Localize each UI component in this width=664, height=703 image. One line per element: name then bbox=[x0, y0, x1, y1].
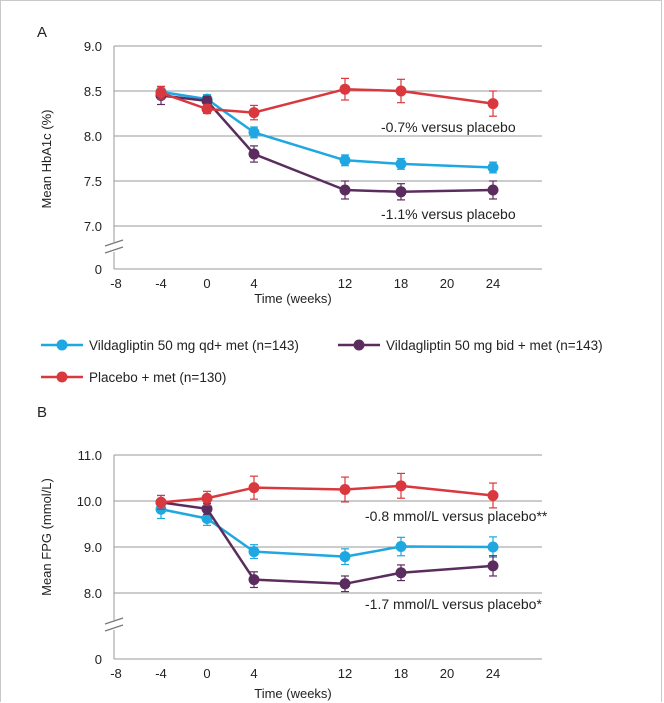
panel-b-data-point-bid bbox=[395, 567, 407, 579]
panel-b-x-tick-label: 18 bbox=[394, 666, 408, 681]
panel-b-data-point-placebo bbox=[395, 480, 407, 492]
panel-a-axis-break-mark bbox=[104, 239, 124, 247]
panel-b-data-point-bid bbox=[339, 578, 351, 590]
panel-a-x-tick-label: 20 bbox=[440, 276, 454, 291]
panel-a-data-point-placebo bbox=[395, 85, 407, 97]
panel-b-y-tick-label: 9.0 bbox=[84, 540, 102, 555]
panel-b-data-point-qd bbox=[339, 551, 351, 563]
panel-a-series-line-placebo bbox=[160, 87, 494, 114]
legend-item-placebo bbox=[41, 371, 83, 383]
panel-a-xlabel: Time (weeks) bbox=[254, 291, 332, 306]
panel-a-y-tick-label: 9.0 bbox=[84, 39, 102, 54]
legend bbox=[41, 339, 380, 383]
panel-a-ylabel: Mean HbA1c (%) bbox=[39, 110, 54, 209]
panel-b-data-point-bid bbox=[487, 560, 499, 572]
panel-b-data-point-qd bbox=[248, 546, 260, 558]
panel-b-data-point-bid bbox=[248, 574, 260, 586]
panel-b-series-line-placebo bbox=[160, 484, 494, 504]
panel-a-data-point-qd bbox=[339, 154, 351, 166]
panel-b-annotation-1: -0.8 mmol/L versus placebo** bbox=[365, 508, 548, 524]
panel-b-xlabel: Time (weeks) bbox=[254, 686, 332, 701]
panel-b-data-point-qd bbox=[395, 541, 407, 553]
panel-b-y-tick-label: 0 bbox=[95, 652, 102, 667]
panel-b-x-tick-label: 12 bbox=[338, 666, 352, 681]
panel-a-series-placebo bbox=[155, 77, 499, 121]
panel-a-data-point-placebo bbox=[155, 87, 167, 99]
panel-a-series-line-qd bbox=[160, 90, 494, 169]
panel-b-x-tick-label: 4 bbox=[250, 666, 257, 681]
panel-a-x-tick-label: 12 bbox=[338, 276, 352, 291]
panel-a-letter: A bbox=[37, 24, 47, 41]
panel-a-data-point-placebo bbox=[248, 107, 260, 119]
legend-marker-qd bbox=[56, 339, 68, 351]
panel-a-data-point-bid bbox=[201, 95, 213, 107]
panel-a-x-tick-label: -8 bbox=[110, 276, 122, 291]
panel-a-data-point-bid bbox=[339, 184, 351, 196]
legend-label-placebo: Placebo + met (n=130) bbox=[89, 370, 226, 385]
panel-a-y-tick-label: 8.0 bbox=[84, 129, 102, 144]
panel-a-x-tick-label: 0 bbox=[203, 276, 210, 291]
legend-marker-placebo bbox=[56, 371, 68, 383]
panel-b-data-point-placebo bbox=[487, 489, 499, 501]
panel-a-data-point-bid bbox=[395, 186, 407, 198]
panel-b-data-point-placebo bbox=[201, 492, 213, 504]
panel-b-x-tick-label: -8 bbox=[110, 666, 122, 681]
legend-item-qd bbox=[41, 339, 83, 351]
panel-a-data-point-qd bbox=[248, 126, 260, 138]
panel-a-data-point-qd bbox=[395, 158, 407, 170]
panel-b-data-point-placebo bbox=[339, 484, 351, 495]
panel-b-letter: B bbox=[37, 404, 47, 421]
panel-a-axis-break-mark bbox=[104, 246, 124, 254]
panel-b-x-tick-label: 24 bbox=[486, 666, 500, 681]
legend-label-qd: Vildagliptin 50 mg qd+ met (n=143) bbox=[89, 338, 299, 353]
legend-marker-bid bbox=[353, 339, 365, 351]
panel-b-x-tick-label: 20 bbox=[440, 666, 454, 681]
panel-b-y-tick-label: 8.0 bbox=[84, 586, 102, 601]
legend-label-bid: Vildagliptin 50 mg bid + met (n=143) bbox=[386, 338, 603, 353]
panel-b-data-point-bid bbox=[201, 503, 213, 515]
panel-b-axis-break-mark bbox=[104, 617, 124, 625]
panel-b-series-placebo bbox=[155, 472, 499, 510]
panel-a-x-tick-label: 24 bbox=[486, 276, 500, 291]
panel-b-axis-break-mark bbox=[104, 624, 124, 632]
panel-a-series-bid bbox=[155, 85, 499, 201]
panel-b-data-point-qd bbox=[201, 512, 213, 524]
panel-b-series-line-bid bbox=[160, 501, 494, 586]
panel-a-x-tick-label: 4 bbox=[250, 276, 257, 291]
panel-a-axis-break-gap bbox=[104, 243, 124, 251]
panel-a-y-tick-label: 7.5 bbox=[84, 174, 102, 189]
panel-b-data-point-placebo bbox=[155, 496, 167, 508]
panel-a-data-point-placebo bbox=[201, 103, 213, 115]
panel-a-annotation-2: -1.1% versus placebo bbox=[381, 206, 516, 222]
panel-a-y-tick-label: 0 bbox=[95, 262, 102, 277]
panel-a-series-line-bid bbox=[160, 94, 494, 194]
panel-a-data-point-placebo bbox=[339, 83, 351, 95]
panel-b-series-line-qd bbox=[160, 508, 494, 558]
panel-b-axis-break-gap bbox=[104, 621, 124, 629]
panel-a-data-point-bid bbox=[487, 184, 499, 196]
panel-b-ylabel: Mean FPG (mmol/L) bbox=[39, 478, 54, 596]
panel-b-data-point-placebo bbox=[248, 482, 260, 494]
panel-b-plot: 0 8.0 9.0 10.0 11.0 -8 -4 0 4 12 18 20 24 bbox=[77, 448, 542, 681]
panel-a-plot: 0 7.0 7.5 8.0 8.5 9.0 -8 -4 0 4 12 18 20 24 bbox=[84, 39, 542, 291]
panel-a-data-point-bid bbox=[248, 148, 260, 160]
panel-b-data-point-qd bbox=[487, 541, 499, 553]
panel-b-annotation-2: -1.7 mmol/L versus placebo* bbox=[365, 596, 542, 612]
panel-b-series-qd bbox=[155, 499, 499, 566]
panel-b-y-tick-label: 11.0 bbox=[78, 448, 102, 463]
panel-a-x-tick-label: -4 bbox=[155, 276, 167, 291]
panel-a-y-tick-label: 8.5 bbox=[84, 84, 102, 99]
panel-a-data-point-placebo bbox=[487, 98, 499, 110]
panel-b-x-tick-label: -4 bbox=[155, 666, 167, 681]
panel-a-data-point-qd bbox=[487, 162, 499, 173]
panel-b-x-tick-label: 0 bbox=[203, 666, 210, 681]
panel-a-annotation-1: -0.7% versus placebo bbox=[381, 119, 516, 135]
panel-a-x-tick-label: 18 bbox=[394, 276, 408, 291]
legend-item-bid bbox=[338, 339, 380, 351]
panel-b-y-tick-label: 10.0 bbox=[77, 494, 102, 509]
panel-a-y-tick-label: 7.0 bbox=[84, 219, 102, 234]
